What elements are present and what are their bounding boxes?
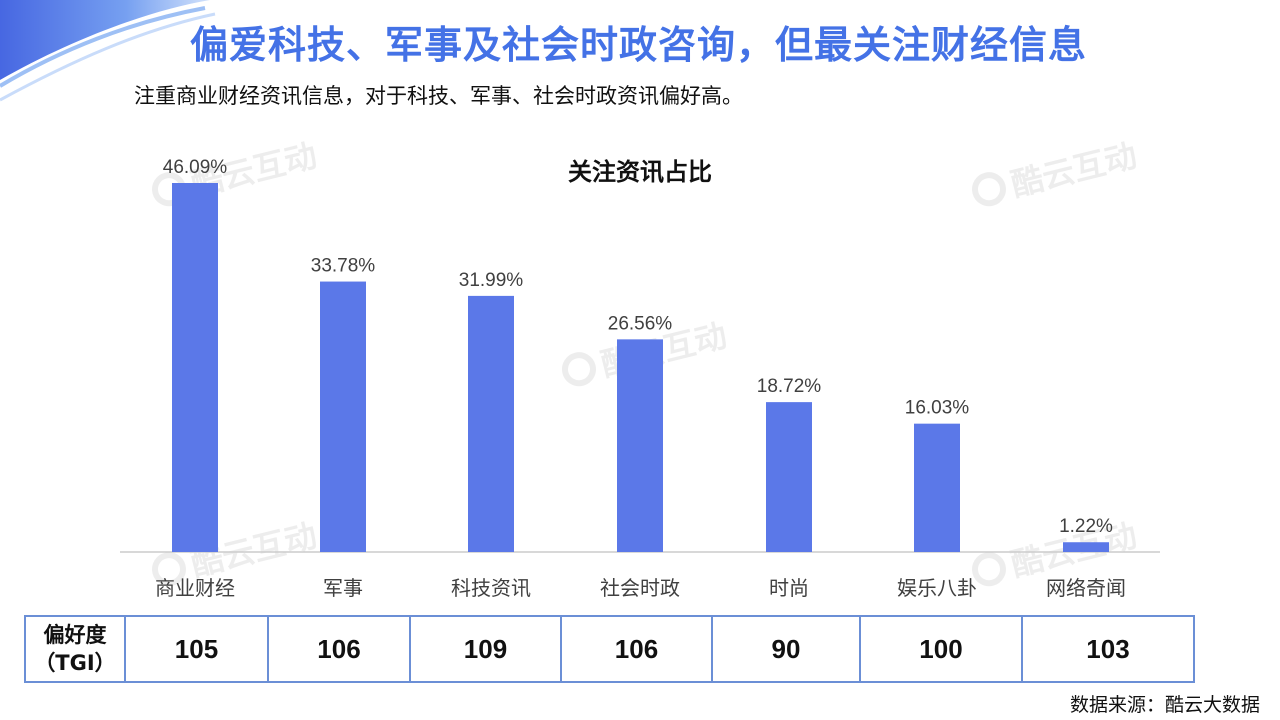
category-label: 社会时政 (600, 576, 680, 600)
bar-1 (320, 281, 366, 552)
bar-2 (468, 295, 514, 552)
tgi-value-cell: 103 (1021, 615, 1195, 683)
bar-value-label: 26.56% (608, 313, 673, 334)
chart-title: 关注资讯占比 (568, 158, 712, 186)
bar-value-label: 18.72% (757, 376, 822, 397)
bar-5 (914, 423, 960, 552)
category-label: 网络奇闻 (1046, 576, 1126, 600)
tgi-label-cell: 偏好度 （TGI） (24, 615, 126, 683)
tgi-value-cell: 109 (409, 615, 562, 683)
category-label: 科技资讯 (451, 576, 531, 600)
category-label: 商业财经 (155, 576, 235, 600)
bar-value-label: 31.99% (459, 270, 524, 291)
page-subhead: 注重商业财经资讯信息，对于科技、军事、社会时政资讯偏好高。 (134, 84, 743, 108)
category-label: 娱乐八卦 (897, 576, 977, 600)
bar-value-label: 16.03% (905, 398, 970, 419)
tgi-row: 偏好度 （TGI） 105 106 109 106 90 100 103 (24, 615, 1195, 683)
category-label: 时尚 (769, 576, 809, 600)
bar-3 (617, 339, 663, 552)
bar-6 (1063, 542, 1109, 552)
tgi-value-cell: 105 (124, 615, 269, 683)
corner-swoosh-decoration (0, 0, 216, 102)
tgi-table: 偏好度 （TGI） 105 106 109 106 90 100 103 (24, 615, 1195, 683)
tgi-value-cell: 106 (560, 615, 713, 683)
tgi-label-line2: （TGI） (34, 651, 116, 675)
bar-value-label: 33.78% (311, 256, 376, 277)
tgi-value-cell: 100 (859, 615, 1023, 683)
bar-value-label: 1.22% (1059, 516, 1113, 537)
tgi-value-cell: 90 (711, 615, 861, 683)
tgi-label-line1: 偏好度 (43, 623, 107, 647)
bar-0 (172, 183, 218, 552)
category-label: 军事 (323, 576, 363, 600)
bar-value-label: 46.09% (163, 157, 228, 178)
bar-4 (766, 402, 812, 552)
page-headline: 偏爱科技、军事及社会时政咨询，但最关注财经信息 (190, 23, 1088, 67)
bar-chart: 46.09% 33.78% 31.99% 26.56% 18.72% 16.03% 1.22… (120, 157, 1160, 600)
tgi-value-cell: 106 (267, 615, 411, 683)
data-source-note: 数据来源：酷云大数据 (1069, 694, 1260, 716)
